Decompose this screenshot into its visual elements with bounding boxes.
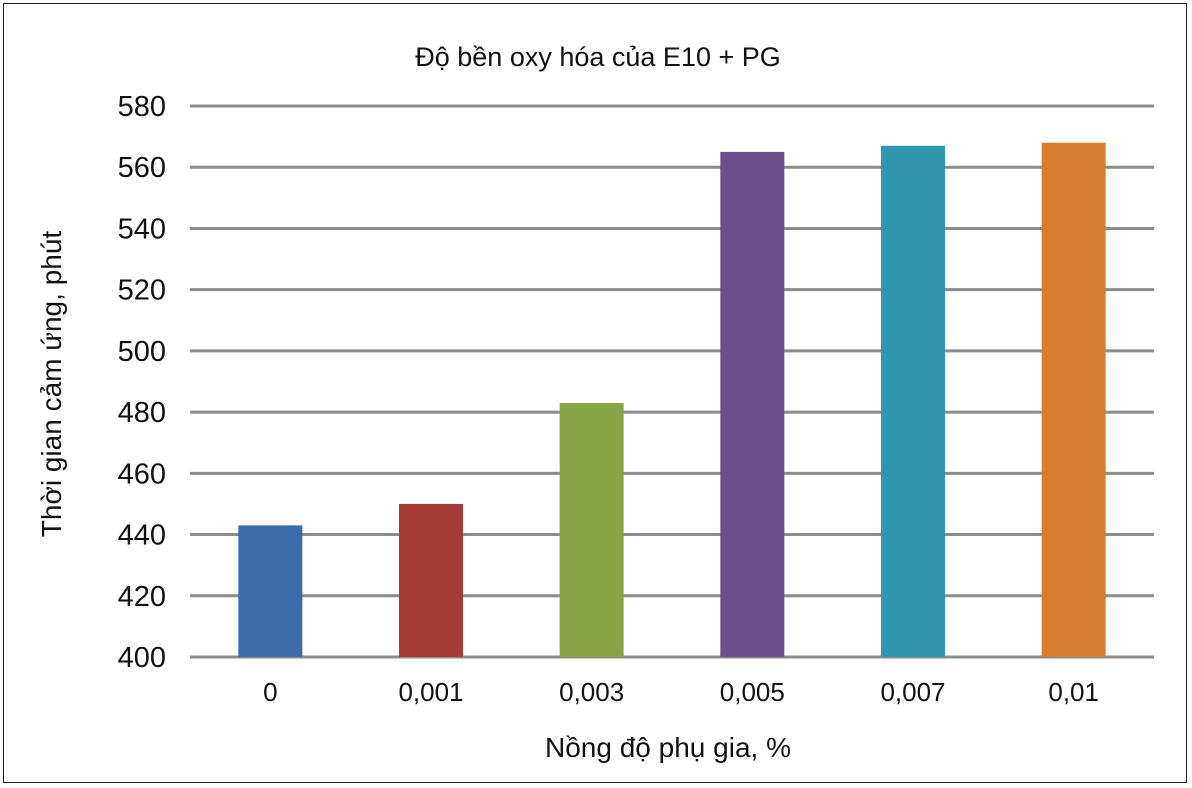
y-tick-label: 460: [118, 458, 166, 490]
y-tick-label: 540: [118, 213, 166, 245]
gridlines: [190, 104, 1154, 659]
x-tick-label: 0,01: [1048, 677, 1099, 707]
x-tick-label: 0,003: [559, 677, 624, 707]
y-tick-label: 420: [118, 581, 166, 613]
x-tick-label: 0: [263, 677, 277, 707]
y-tick-label: 520: [118, 275, 166, 307]
y-tick-label: 400: [118, 642, 166, 674]
bar-2: [559, 402, 624, 657]
x-tick-label: 0,005: [720, 677, 785, 707]
bars: [238, 142, 1106, 658]
y-tick-labels: 400 420 440 460 480 500 520 540 560 580: [118, 91, 166, 674]
y-tick-label: 480: [118, 397, 166, 429]
y-axis-label: Thời gian cảm ứng, phút: [36, 231, 67, 538]
x-tick-label: 0,001: [398, 677, 463, 707]
y-tick-label: 440: [118, 520, 166, 552]
y-tick-label: 500: [118, 336, 166, 368]
bar-4: [881, 145, 945, 658]
bar-1: [399, 503, 463, 657]
chart-title: Độ bền oxy hóa của E10 + PG: [415, 42, 781, 72]
bar-5: [1041, 142, 1106, 657]
y-tick-label: 560: [118, 152, 166, 184]
bar-3: [720, 151, 785, 657]
x-tick-labels: 0 0,001 0,003 0,005 0,007 0,01: [263, 677, 1099, 707]
bar-0: [238, 525, 303, 657]
x-axis-label: Nồng độ phụ gia, %: [545, 732, 791, 763]
x-tick-label: 0,007: [880, 677, 945, 707]
y-tick-label: 580: [118, 91, 166, 123]
